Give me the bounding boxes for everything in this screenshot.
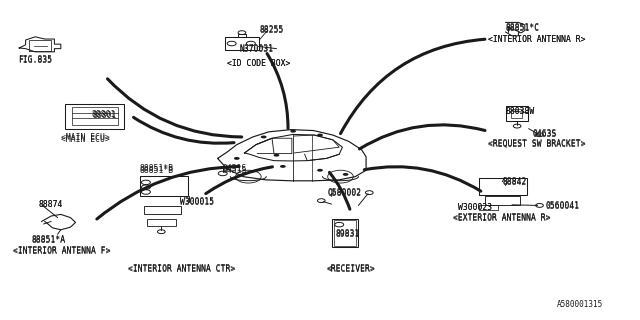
Text: 0560041: 0560041 <box>545 202 579 211</box>
Text: 89831: 89831 <box>336 230 360 239</box>
Text: <REQUEST SW BRACKET>: <REQUEST SW BRACKET> <box>488 139 585 148</box>
Text: 88842: 88842 <box>502 177 527 186</box>
Text: FIG.835: FIG.835 <box>18 56 52 65</box>
Text: 88801: 88801 <box>93 111 117 120</box>
Text: <INTERIOR ANTENNA R>: <INTERIOR ANTENNA R> <box>488 35 585 44</box>
Circle shape <box>280 165 285 168</box>
Circle shape <box>234 157 240 160</box>
Text: 88851*A: 88851*A <box>32 236 66 245</box>
Text: W300023: W300023 <box>458 204 492 212</box>
Bar <box>485 196 520 205</box>
Bar <box>144 206 181 214</box>
Text: <EXTERIOR ANTENNA R>: <EXTERIOR ANTENNA R> <box>453 213 550 222</box>
Text: 0463S: 0463S <box>532 130 557 139</box>
Text: 88255: 88255 <box>259 26 284 35</box>
Text: <REQUEST SW BRACKET>: <REQUEST SW BRACKET> <box>488 140 585 148</box>
Text: 0463S: 0463S <box>532 129 557 138</box>
Text: W300015: W300015 <box>180 198 214 207</box>
Bar <box>332 219 358 247</box>
Text: 0451S: 0451S <box>223 166 247 175</box>
Text: <INTERIOR ANTENNA F>: <INTERIOR ANTENNA F> <box>13 247 110 256</box>
Bar <box>511 109 522 118</box>
Bar <box>72 107 118 125</box>
Text: W300023: W300023 <box>458 203 492 212</box>
Text: Q580002: Q580002 <box>328 189 362 198</box>
Text: 0451S: 0451S <box>223 164 247 173</box>
Text: <ID CODE BOX>: <ID CODE BOX> <box>227 60 291 68</box>
Text: 88801: 88801 <box>92 110 116 119</box>
Text: Q580002: Q580002 <box>328 188 362 197</box>
Circle shape <box>343 173 349 176</box>
Bar <box>479 205 498 210</box>
Text: 88851*C: 88851*C <box>506 24 540 33</box>
Text: N370031: N370031 <box>240 44 274 53</box>
Text: <INTERIOR ANTENNA CTR>: <INTERIOR ANTENNA CTR> <box>128 265 236 274</box>
Circle shape <box>317 169 323 172</box>
Text: 88851*A: 88851*A <box>32 236 66 244</box>
Bar <box>65 104 124 129</box>
Text: <RECEIVER>: <RECEIVER> <box>326 264 375 273</box>
Text: <INTERIOR ANTENNA R>: <INTERIOR ANTENNA R> <box>488 36 585 44</box>
Text: 88851*B: 88851*B <box>140 166 173 175</box>
Text: <INTERIOR ANTENNA CTR>: <INTERIOR ANTENNA CTR> <box>128 264 236 273</box>
Text: <INTERIOR ANTENNA F>: <INTERIOR ANTENNA F> <box>13 246 110 255</box>
Circle shape <box>291 130 296 132</box>
Text: W300015: W300015 <box>180 197 214 206</box>
Bar <box>140 176 188 196</box>
Text: A580001315: A580001315 <box>557 300 603 309</box>
Text: 0560041: 0560041 <box>545 201 579 210</box>
Bar <box>506 106 528 121</box>
Bar <box>225 37 259 50</box>
Bar <box>147 219 176 226</box>
Text: 88255: 88255 <box>259 25 284 34</box>
Text: 88874: 88874 <box>38 200 63 209</box>
Text: <MAIN ECU>: <MAIN ECU> <box>61 135 109 144</box>
Text: 88842: 88842 <box>502 178 527 187</box>
Text: <EXTERIOR ANTENNA R>: <EXTERIOR ANTENNA R> <box>453 214 550 223</box>
Text: <RECEIVER>: <RECEIVER> <box>326 265 375 274</box>
Circle shape <box>261 135 267 138</box>
Text: N370031: N370031 <box>240 45 274 54</box>
Text: 89831: 89831 <box>336 229 360 238</box>
Text: 88874: 88874 <box>38 200 63 209</box>
Text: 88038W: 88038W <box>506 107 535 116</box>
Text: 88038W: 88038W <box>506 108 535 116</box>
Text: 88851*B: 88851*B <box>140 164 173 173</box>
Text: <MAIN ECU>: <MAIN ECU> <box>61 133 109 142</box>
Circle shape <box>274 154 280 156</box>
Bar <box>334 220 356 246</box>
Circle shape <box>317 134 323 136</box>
Text: <ID CODE BOX>: <ID CODE BOX> <box>227 59 291 68</box>
Text: 88851*C: 88851*C <box>506 23 540 32</box>
Bar <box>479 178 527 195</box>
Text: FIG.835: FIG.835 <box>18 55 52 64</box>
